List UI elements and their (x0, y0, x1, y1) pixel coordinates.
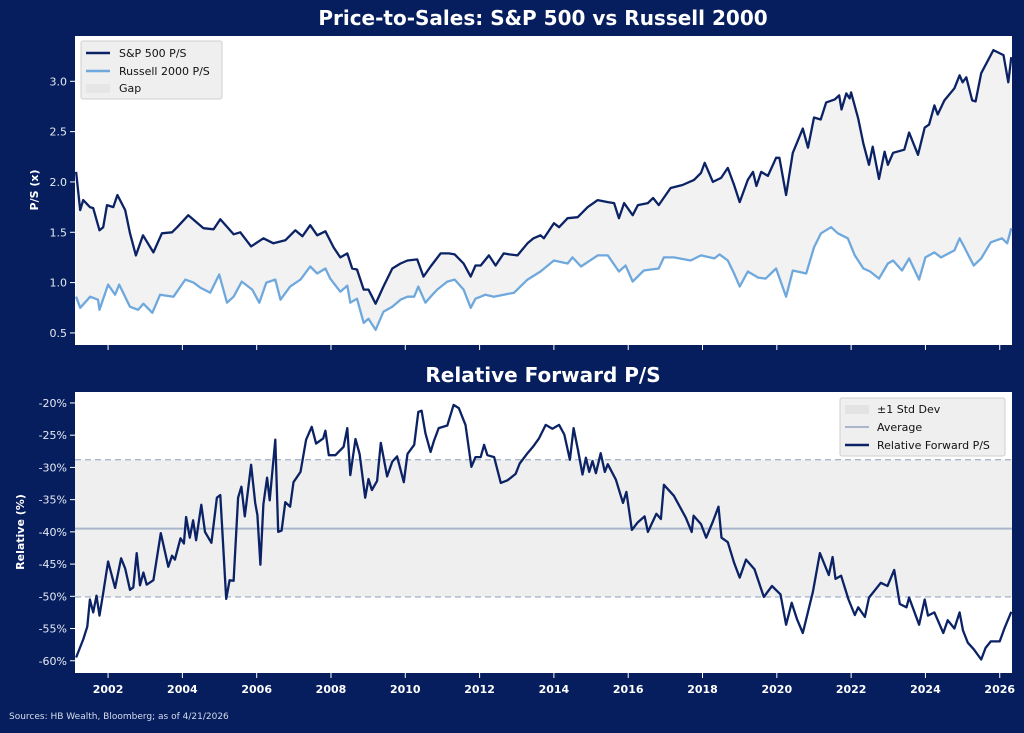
y-tick-label: -45% (39, 558, 67, 571)
legend-russell-label: Russell 2000 P/S (119, 65, 210, 78)
source-footnote: Sources: HB Wealth, Bloomberg; as of 4/2… (9, 712, 229, 722)
price-to-sales-chart: 0.5 1.0 1.5 2.0 2.5 3.0 (50, 36, 1013, 350)
x-tick-label: 2004 (167, 683, 198, 696)
legend-average-label: Average (877, 421, 922, 434)
y-tick-label: -60% (39, 655, 67, 668)
legend-std-swatch (845, 405, 869, 414)
y-tick-label: 2.0 (50, 176, 68, 189)
legend-box (80, 40, 223, 100)
legend-relative-label: Relative Forward P/S (877, 439, 990, 452)
relative-forward-ps-line (75, 403, 1013, 661)
y-axis-label-bottom: Relative (%) (14, 494, 27, 570)
y-axis-label-top: P/S (x) (28, 170, 41, 211)
x-tick-label: 2020 (762, 683, 793, 696)
chart-title-bottom: Relative Forward P/S (425, 363, 660, 387)
legend-sp500-label: S&P 500 P/S (119, 47, 187, 60)
x-tick-label: 2008 (316, 683, 347, 696)
russell-2000-line (75, 226, 1013, 332)
x-tick-label: 2012 (464, 683, 495, 696)
y-tick-label: -20% (39, 397, 67, 410)
x-tick-label: 2016 (613, 683, 644, 696)
y-tick-label: 1.5 (50, 226, 68, 239)
x-tick-label: 2022 (836, 683, 867, 696)
x-tick-label: 2002 (93, 683, 124, 696)
y-tick-label: -50% (39, 590, 67, 603)
x-tick-label: 2014 (539, 683, 570, 696)
y-tick-label: -30% (39, 461, 67, 474)
chart-title-top: Price-to-Sales: S&P 500 vs Russell 2000 (318, 6, 767, 30)
x-tick-label: 2024 (910, 683, 941, 696)
y-tick-label: -35% (39, 494, 67, 507)
legend-bottom: ±1 Std Dev Average Relative Forward P/S (839, 397, 1006, 457)
gap-fill-area (76, 50, 1012, 330)
y-tick-label: 1.0 (50, 277, 68, 290)
legend-box (839, 397, 1006, 457)
legend-top: S&P 500 P/S Russell 2000 P/S Gap (80, 40, 223, 100)
x-tick-label: 2018 (687, 683, 718, 696)
y-tick-label: -40% (39, 526, 67, 539)
y-tick-label: -25% (39, 429, 67, 442)
sp500-line (74, 48, 1013, 305)
legend-gap-label: Gap (119, 82, 141, 95)
y-tick-label: -55% (39, 623, 67, 636)
legend-std-label: ±1 Std Dev (877, 403, 941, 416)
legend-gap-swatch (86, 84, 110, 93)
y-tick-label: 3.0 (50, 75, 68, 88)
y-tick-label: 0.5 (50, 327, 68, 340)
x-tick-label: 2026 (984, 683, 1015, 696)
x-tick-label: 2010 (390, 683, 421, 696)
x-tick-label: 2006 (241, 683, 272, 696)
y-tick-label: 2.5 (50, 126, 68, 139)
